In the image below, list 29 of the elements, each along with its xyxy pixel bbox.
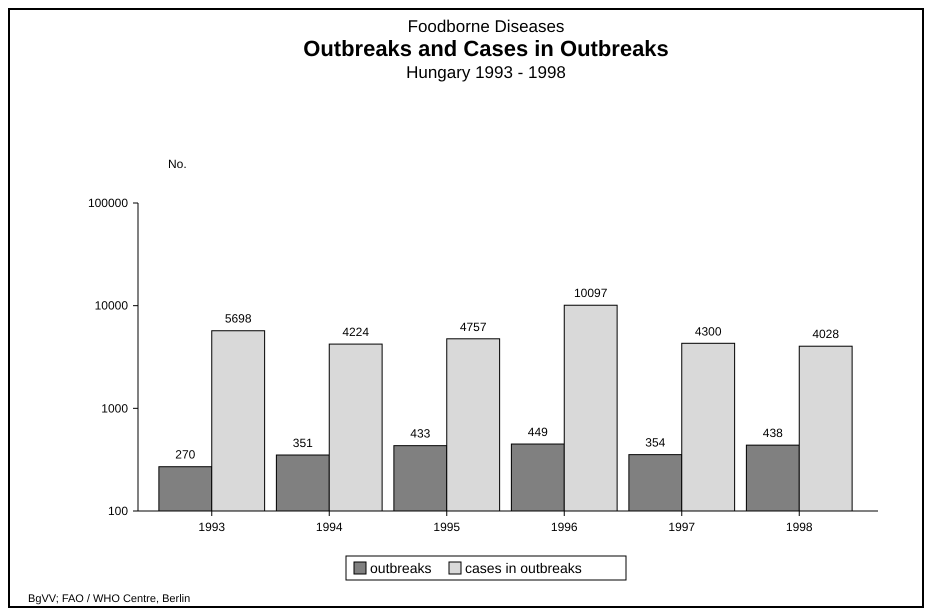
y-tick-label: 100000 [88, 196, 128, 210]
x-tick-label: 1997 [668, 520, 696, 534]
legend-label: cases in outbreaks [465, 560, 582, 576]
text: Foodborne Diseases [408, 17, 564, 36]
x-tick-label: 1993 [198, 520, 226, 534]
data-label: 433 [410, 426, 431, 441]
y-tick-label: 1000 [101, 401, 128, 416]
data-label: 4224 [342, 325, 370, 340]
legend-label: outbreaks [370, 560, 432, 576]
chart-subtitle: Hungary 1993 - 1998 [406, 63, 566, 82]
data-label: 449 [528, 425, 548, 440]
data-label: 270 [175, 448, 196, 462]
y-axis-title: No. [168, 157, 187, 171]
x-tick-label: 1995 [433, 520, 460, 534]
data-label: 10097 [574, 286, 608, 300]
x-tick-label: 1994 [316, 520, 343, 534]
data-label: 438 [762, 426, 784, 440]
x-tick-label: 1998 [786, 520, 813, 534]
chart-title: Outbreaks and Cases in Outbreaks [303, 36, 669, 61]
text: BgVV; FAO / WHO Centre, Berlin [28, 593, 190, 605]
data-label: 351 [292, 436, 314, 450]
data-label: 5698 [224, 312, 252, 326]
x-tick-label: 1996 [550, 520, 578, 534]
data-label: 4300 [694, 324, 722, 338]
data-label: 354 [645, 436, 666, 450]
y-tick-label: 100 [108, 504, 128, 518]
data-label: 4757 [460, 320, 487, 334]
data-label: 4028 [812, 327, 840, 342]
y-tick-label: 10000 [94, 298, 128, 313]
